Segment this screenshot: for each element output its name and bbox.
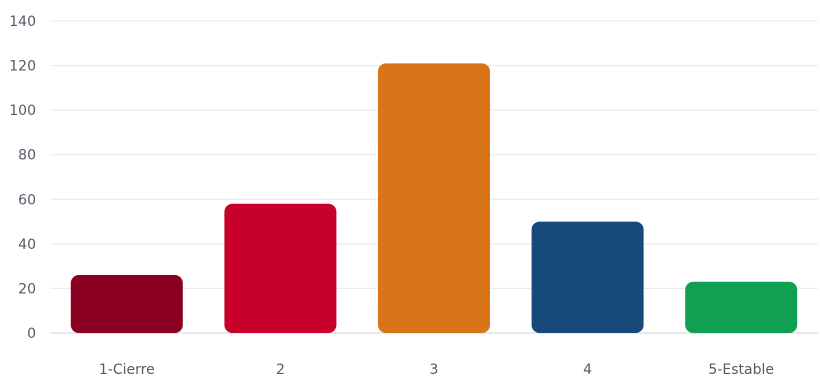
y-tick-label: 140 bbox=[9, 14, 36, 30]
bar-3 bbox=[378, 63, 490, 333]
bar-2 bbox=[224, 203, 337, 333]
y-tick-label: 40 bbox=[18, 237, 36, 253]
x-tick-label: 3 bbox=[430, 362, 439, 378]
bar-4 bbox=[531, 221, 644, 333]
bar-5 bbox=[685, 281, 798, 333]
y-tick-label: 120 bbox=[9, 59, 36, 75]
x-tick-label: 1-Cierre bbox=[99, 362, 155, 378]
x-tick-label: 4 bbox=[583, 362, 592, 378]
bar-1 bbox=[70, 275, 183, 333]
y-tick-label: 20 bbox=[18, 281, 36, 297]
y-axis: 0 20 40 60 80 100 120 140 bbox=[9, 14, 36, 342]
y-tick-label: 60 bbox=[18, 192, 36, 208]
x-tick-label: 5-Estable bbox=[708, 362, 774, 378]
x-tick-label: 2 bbox=[276, 362, 285, 378]
bars bbox=[70, 63, 798, 333]
y-tick-label: 100 bbox=[9, 103, 36, 119]
y-tick-label: 0 bbox=[27, 326, 36, 342]
x-axis: 1-Cierre 2 3 4 5-Estable bbox=[99, 362, 774, 378]
y-tick-label: 80 bbox=[18, 148, 36, 164]
